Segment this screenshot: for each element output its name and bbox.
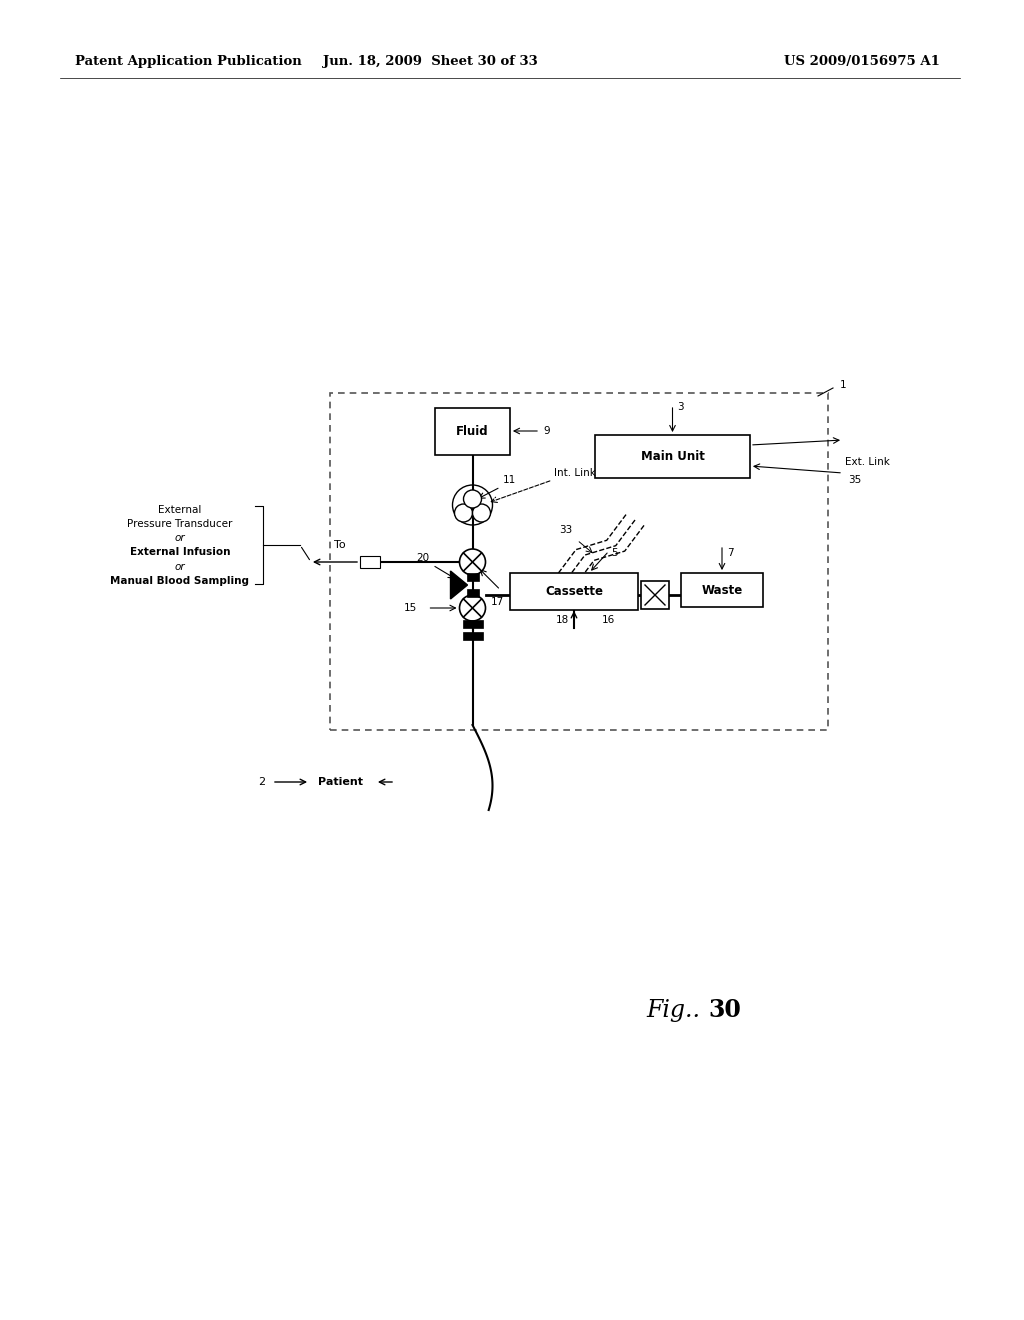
Circle shape [464,490,481,508]
Circle shape [472,504,490,521]
Text: 2: 2 [258,777,265,787]
Text: 17: 17 [490,597,504,607]
Text: 5: 5 [611,548,617,558]
Bar [330,393,828,730]
Bar [467,573,478,581]
Text: Manual Blood Sampling: Manual Blood Sampling [111,576,250,586]
Circle shape [455,504,472,521]
Text: 20: 20 [417,553,429,564]
Text: 3: 3 [678,403,684,412]
Text: Jun. 18, 2009  Sheet 30 of 33: Jun. 18, 2009 Sheet 30 of 33 [323,55,538,69]
Text: 33: 33 [559,525,572,535]
Text: Cassette: Cassette [545,585,603,598]
Text: 16: 16 [602,615,615,624]
Text: Patent Application Publication: Patent Application Publication [75,55,302,69]
Text: 7: 7 [727,548,733,558]
Text: or: or [175,562,185,572]
Bar [595,436,750,478]
Text: Pressure Transducer: Pressure Transducer [127,519,232,529]
Text: External Infusion: External Infusion [130,546,230,557]
Bar [360,556,380,568]
Text: Main Unit: Main Unit [641,450,705,463]
Bar [463,620,482,628]
Bar [467,589,478,597]
Text: External: External [159,506,202,515]
Text: To: To [334,540,346,550]
Circle shape [460,549,485,576]
Polygon shape [451,572,468,599]
Text: Int. Link: Int. Link [555,469,596,478]
Text: 18: 18 [556,615,569,624]
Circle shape [460,595,485,620]
Text: Fluid: Fluid [456,425,488,438]
Text: 15: 15 [404,603,418,612]
Text: US 2009/0156975 A1: US 2009/0156975 A1 [784,55,940,69]
Text: 1: 1 [840,380,847,389]
Text: 11: 11 [503,475,516,484]
Text: 30: 30 [708,998,741,1022]
Bar [463,632,482,640]
Text: or: or [175,533,185,543]
Bar [435,408,510,455]
Text: Ext. Link: Ext. Link [845,457,890,467]
Bar [510,573,638,610]
Text: Waste: Waste [701,583,742,597]
Text: 9: 9 [543,426,550,436]
Text: Fig..: Fig.. [646,998,700,1022]
Bar [681,573,763,607]
Text: Patient: Patient [318,777,362,787]
Text: 35: 35 [848,475,861,484]
Bar [641,581,669,609]
